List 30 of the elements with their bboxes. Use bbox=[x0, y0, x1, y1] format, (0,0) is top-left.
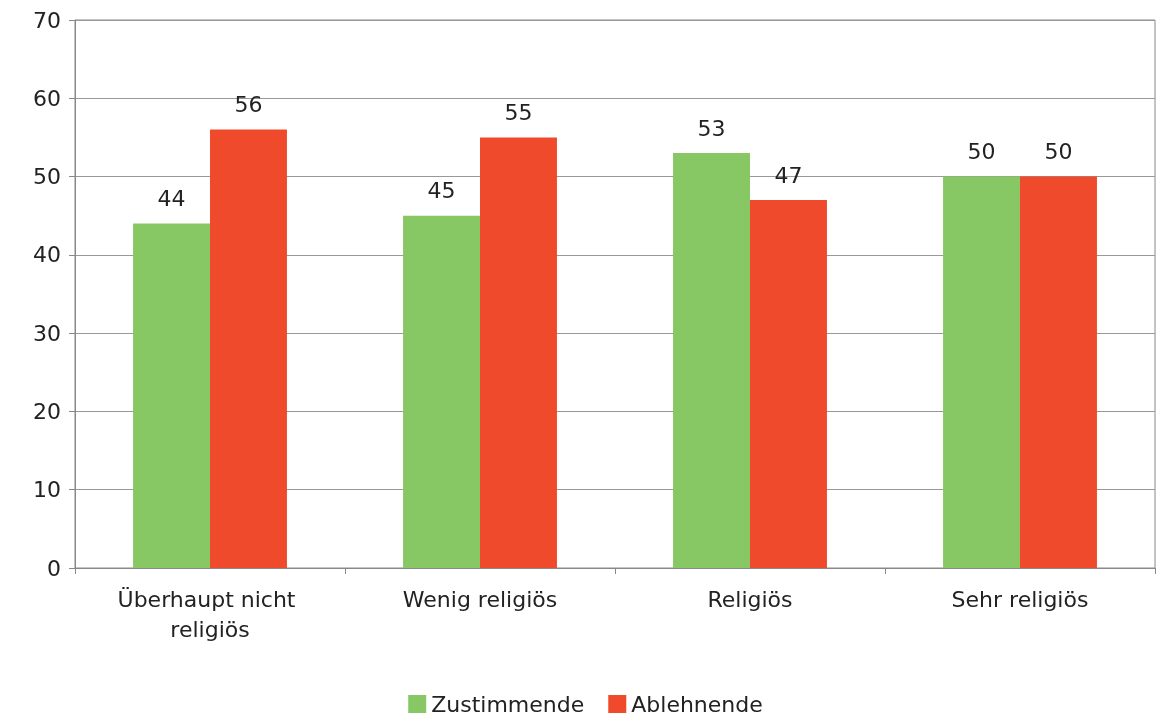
data-label: 56 bbox=[234, 92, 263, 118]
y-tick-label: 10 bbox=[33, 477, 61, 503]
bar bbox=[943, 176, 1020, 568]
legend-label: Zustimmende bbox=[431, 691, 585, 717]
x-tick-label: Sehr religiös bbox=[951, 586, 1089, 612]
x-tick-label: Religiös bbox=[707, 586, 793, 612]
data-label: 44 bbox=[157, 186, 186, 212]
y-tick-label: 70 bbox=[33, 7, 61, 33]
legend-label: Ablehnende bbox=[631, 691, 763, 717]
data-label: 47 bbox=[774, 162, 803, 188]
data-label: 55 bbox=[504, 99, 533, 125]
y-tick-label: 0 bbox=[47, 555, 61, 581]
data-label: 45 bbox=[427, 178, 456, 204]
bar bbox=[403, 215, 480, 568]
bar bbox=[210, 129, 287, 568]
y-tick-label: 30 bbox=[33, 320, 61, 346]
y-tick-label: 20 bbox=[33, 398, 61, 424]
x-tick-label: Überhaupt nicht religiös bbox=[117, 586, 303, 642]
y-tick-label: 60 bbox=[33, 85, 61, 111]
bar bbox=[673, 153, 750, 568]
data-label: 50 bbox=[1044, 139, 1073, 165]
y-tick-label: 50 bbox=[33, 164, 61, 190]
bar bbox=[133, 223, 210, 568]
y-tick-label: 40 bbox=[33, 242, 61, 268]
bar bbox=[1020, 176, 1097, 568]
data-label: 53 bbox=[697, 115, 726, 141]
data-label: 50 bbox=[967, 139, 996, 165]
bar bbox=[480, 137, 557, 568]
bar bbox=[750, 200, 827, 568]
x-tick-label: Wenig religiös bbox=[402, 586, 558, 612]
